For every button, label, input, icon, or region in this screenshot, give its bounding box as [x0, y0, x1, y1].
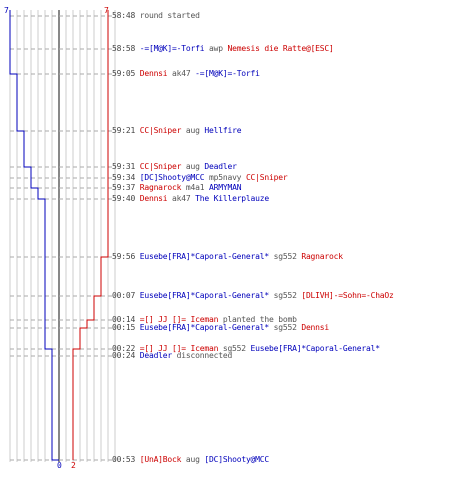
event-time: 59:21 — [112, 126, 136, 135]
event-row: 59:05 Dennsi ak47 -=[M@K]=-Torfi — [112, 69, 260, 79]
red-end-count: 2 — [71, 461, 76, 470]
event-action: ak47 — [172, 69, 191, 78]
player-name: =[] JJ []= Iceman — [139, 344, 219, 353]
event-dash-lines — [10, 15, 112, 461]
event-action: disconnected — [176, 351, 233, 360]
player-name: CC|Sniper — [245, 173, 288, 182]
player-name: [UnA]Bock — [139, 455, 182, 464]
player-name: =[] JJ []= Iceman — [139, 315, 219, 324]
event-time: 00:24 — [112, 351, 136, 360]
event-time: 59:37 — [112, 183, 136, 192]
event-time: 59:56 — [112, 252, 136, 261]
player-name: Deadler — [139, 351, 173, 360]
player-name: -=[M@K]=-Torfi — [139, 44, 205, 53]
player-name: Hellfire — [204, 126, 242, 135]
player-name: The Killerplauze — [195, 194, 270, 203]
player-name: Nemesis die Ratte@[ESC] — [227, 44, 334, 53]
event-row: 58:48 round started — [112, 11, 200, 21]
player-name: Ragnarock — [139, 183, 182, 192]
event-time: 58:48 — [112, 11, 136, 20]
event-row: 59:34 [DC]Shooty@MCC mp5navy CC|Sniper — [112, 173, 288, 183]
player-name: Eusebe[FRA]*Caporal-General* — [250, 344, 380, 353]
blue-end-count: 0 — [57, 461, 62, 470]
event-row: 00:14 =[] JJ []= Iceman planted the bomb — [112, 315, 297, 325]
event-action: aug — [185, 162, 200, 171]
red-start-count: 7 — [104, 6, 109, 15]
player-count-gridlines — [9, 10, 116, 462]
blue-team-count-line — [9, 10, 59, 461]
player-name: Dennsi — [139, 194, 168, 203]
player-name: [DLIVH]-=Sohn=-ChaOz — [301, 291, 394, 300]
event-time: 59:40 — [112, 194, 136, 203]
player-name: Ragnarock — [301, 252, 343, 261]
player-name: Eusebe[FRA]*Caporal-General* — [139, 291, 269, 300]
event-row: 59:31 CC|Sniper aug Deadler — [112, 162, 237, 172]
event-row: 59:56 Eusebe[FRA]*Caporal-General* sg552… — [112, 252, 343, 262]
event-row: 00:07 Eusebe[FRA]*Caporal-General* sg552… — [112, 291, 394, 301]
event-action: ak47 — [172, 194, 191, 203]
player-name: [DC]Shooty@MCC — [139, 173, 205, 182]
player-name: CC|Sniper — [139, 162, 182, 171]
event-action: sg552 — [273, 323, 297, 332]
event-action: m4a1 — [185, 183, 205, 192]
event-time: 00:14 — [112, 315, 136, 324]
event-action: sg552 — [273, 252, 297, 261]
player-name: ARMYMAN — [209, 183, 242, 192]
event-action: aug — [185, 455, 200, 464]
player-name: [DC]Shooty@MCC — [204, 455, 270, 464]
player-name: Deadler — [204, 162, 237, 171]
event-action: mp5navy — [208, 173, 242, 182]
event-time: 00:07 — [112, 291, 136, 300]
event-time: 00:53 — [112, 455, 136, 464]
event-row: 59:21 CC|Sniper aug Hellfire — [112, 126, 242, 136]
event-time: 58:58 — [112, 44, 136, 53]
event-time: 59:31 — [112, 162, 136, 171]
player-name: -=[M@K]=-Torfi — [195, 69, 260, 78]
event-row: 58:58 -=[M@K]=-Torfi awp Nemesis die Rat… — [112, 44, 334, 54]
event-row: 00:24 Deadler disconnected — [112, 351, 232, 361]
event-action: awp — [208, 44, 223, 53]
event-action: sg552 — [222, 344, 246, 353]
blue-start-count: 7 — [4, 6, 9, 15]
event-action: aug — [185, 126, 200, 135]
event-time: 00:15 — [112, 323, 136, 332]
player-name: Eusebe[FRA]*Caporal-General* — [139, 252, 269, 261]
event-time: 59:34 — [112, 173, 136, 182]
player-name: CC|Sniper — [139, 126, 182, 135]
event-row: 00:22 =[] JJ []= Iceman sg552 Eusebe[FRA… — [112, 344, 380, 354]
event-action: round started — [139, 11, 200, 20]
event-row: 59:40 Dennsi ak47 The Killerplauze — [112, 194, 269, 204]
player-name: Dennsi — [301, 323, 330, 332]
event-action: planted the bomb — [222, 315, 297, 324]
event-row: 00:53 [UnA]Bock aug [DC]Shooty@MCC — [112, 455, 269, 465]
event-time: 59:05 — [112, 69, 136, 78]
red-team-count-line — [72, 10, 109, 460]
player-name: Eusebe[FRA]*Caporal-General* — [139, 323, 269, 332]
player-name: Dennsi — [139, 69, 168, 78]
event-action: sg552 — [273, 291, 297, 300]
event-time: 00:22 — [112, 344, 136, 353]
event-row: 59:37 Ragnarock m4a1 ARMYMAN — [112, 183, 242, 193]
event-row: 00:15 Eusebe[FRA]*Caporal-General* sg552… — [112, 323, 329, 333]
